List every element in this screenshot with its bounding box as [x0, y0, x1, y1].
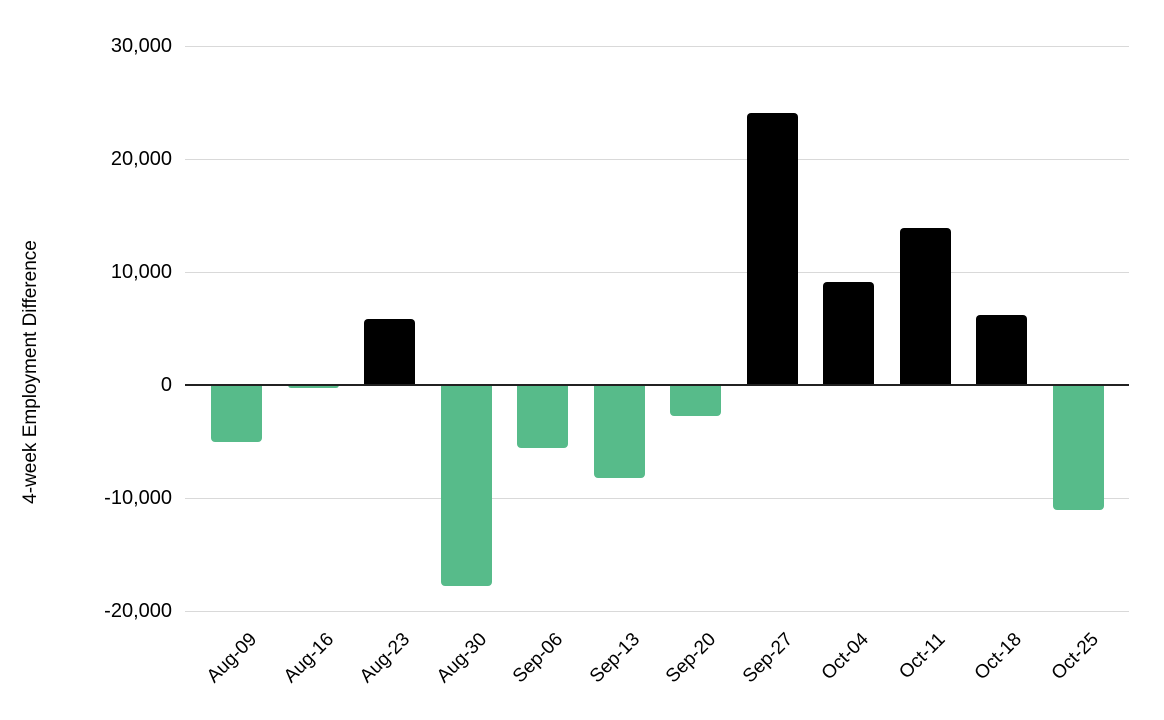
- y-tick-label: 0: [160, 374, 172, 396]
- bar-Sep-13: [593, 385, 645, 478]
- bar-Sep-27: [746, 112, 798, 385]
- x-tick-label: Sep-06: [509, 629, 568, 688]
- x-tick-label: Aug-16: [279, 629, 338, 688]
- x-tick-label: Oct-25: [1047, 629, 1103, 685]
- gridline: [185, 159, 1129, 160]
- x-tick-label: Sep-20: [662, 629, 721, 688]
- x-tick-label: Sep-13: [585, 629, 644, 688]
- bar-Aug-30: [440, 385, 492, 587]
- y-tick-label: 10,000: [110, 261, 172, 283]
- y-tick-label: 30,000: [110, 35, 172, 57]
- bar-Sep-06: [517, 385, 568, 449]
- bar-Aug-09: [211, 385, 262, 442]
- bar-Oct-18: [976, 314, 1027, 385]
- bar-Aug-23: [364, 319, 415, 385]
- x-tick-label: Sep-27: [738, 629, 797, 688]
- x-tick-label: Aug-09: [203, 629, 262, 688]
- gridline: [185, 272, 1129, 273]
- bar-Oct-25: [1052, 385, 1104, 511]
- gridline: [185, 46, 1129, 47]
- y-tick-label: -20,000: [104, 600, 172, 622]
- zero-axis-line: [185, 384, 1129, 386]
- bar-Oct-04: [823, 282, 874, 385]
- bar-Oct-11: [899, 227, 951, 385]
- x-tick-label: Oct-04: [818, 629, 874, 685]
- y-tick-label: 20,000: [110, 148, 172, 170]
- bar-Sep-20: [670, 385, 721, 416]
- x-tick-label: Aug-30: [432, 629, 491, 688]
- y-tick-label: -10,000: [104, 487, 172, 509]
- bar-Aug-16: [287, 385, 339, 389]
- y-axis-title: 4-week Employment Difference: [20, 240, 41, 504]
- gridline: [185, 498, 1129, 499]
- x-tick-label: Aug-23: [356, 629, 415, 688]
- x-tick-label: Oct-18: [971, 629, 1027, 685]
- gridline: [185, 611, 1129, 612]
- x-tick-label: Oct-11: [895, 629, 950, 684]
